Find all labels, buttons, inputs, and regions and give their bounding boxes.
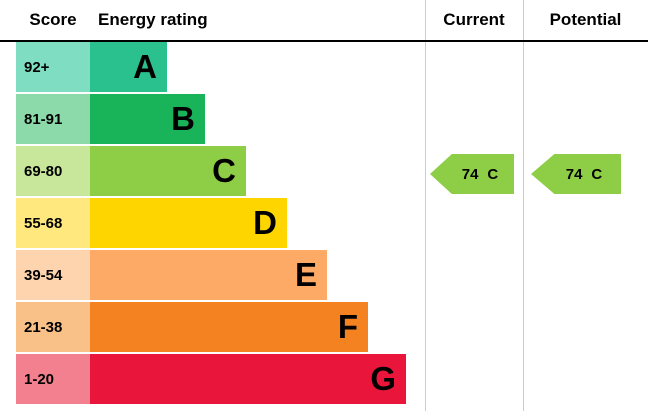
band-bar-b: B (90, 94, 205, 144)
band-bar-f: F (90, 302, 368, 352)
band-letter: F (337, 308, 358, 345)
score-range: 69-80 (16, 146, 90, 196)
band-row-e: 39-54 E (0, 250, 648, 302)
current-header: Current (443, 10, 505, 29)
potential-rating-band: C (591, 165, 603, 183)
band-row-c: 69-80 C (0, 146, 648, 198)
band-letter: A (133, 48, 157, 85)
potential-rating-value: 74 (565, 165, 583, 183)
score-range: 1-20 (16, 354, 90, 404)
score-header: Score (29, 10, 77, 29)
band-letter: E (294, 256, 317, 293)
band-bar-a: A (90, 42, 167, 92)
band-row-b: 81-91 B (0, 94, 648, 146)
band-letter: D (253, 204, 277, 241)
potential-header: Potential (549, 10, 622, 29)
score-range: 21-38 (16, 302, 90, 352)
band-letter: G (370, 360, 396, 397)
chart-header: Score Energy rating Current Potential (0, 0, 648, 42)
current-rating-value: 74 (461, 165, 479, 183)
score-range: 92+ (16, 42, 90, 92)
band-row-f: 21-38 F (0, 302, 648, 354)
band-bar-e: E (90, 250, 327, 300)
score-range: 81-91 (16, 94, 90, 144)
band-row-d: 55-68 D (0, 198, 648, 250)
band-row-g: 1-20 G (0, 354, 648, 406)
score-range: 39-54 (16, 250, 90, 300)
current-rating-band: C (487, 165, 499, 183)
band-letter: B (171, 100, 195, 137)
energy-rating-header: Energy rating (98, 10, 208, 29)
band-bar-c: C (90, 146, 246, 196)
band-bar-d: D (90, 198, 287, 248)
score-range: 55-68 (16, 198, 90, 248)
band-row-a: 92+ A (0, 42, 648, 94)
rating-bands: 92+ A 81-91 B 69-80 C 55-68 D 39-54 (0, 42, 648, 406)
band-bar-g: G (90, 354, 406, 404)
current-column-divider (425, 0, 426, 411)
band-letter: C (212, 152, 236, 189)
potential-column-divider (523, 0, 524, 411)
